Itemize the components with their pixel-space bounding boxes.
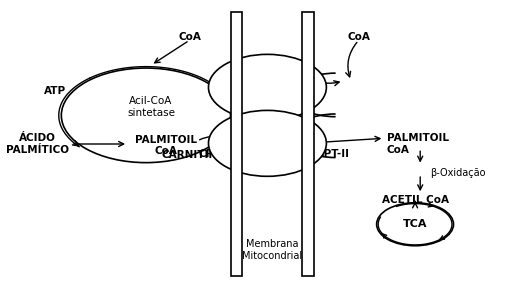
Text: Membrana
Mitocondrial: Membrana Mitocondrial	[242, 239, 302, 261]
Text: ÁCIDO
PALMÍTICO: ÁCIDO PALMÍTICO	[6, 133, 69, 155]
Text: CARNITINA: CARNITINA	[161, 150, 225, 160]
Bar	[230, 12, 242, 276]
Text: CPT-II: CPT-II	[316, 149, 349, 159]
Text: CPT-I: CPT-I	[199, 149, 228, 159]
Text: CoA: CoA	[347, 31, 370, 41]
Text: PALMITOIL
CoA: PALMITOIL CoA	[387, 133, 449, 155]
Text: PALMITOIL
CARNITINA: PALMITOIL CARNITINA	[235, 72, 299, 94]
Text: ATP: ATP	[44, 86, 66, 96]
Text: Acil-CoA
sintetase: Acil-CoA sintetase	[127, 96, 175, 118]
Text: TCA: TCA	[403, 219, 427, 229]
Text: CoA: CoA	[178, 31, 201, 41]
Circle shape	[377, 203, 453, 246]
Circle shape	[62, 68, 230, 163]
Circle shape	[208, 54, 327, 120]
Text: β-Oxidação: β-Oxidação	[430, 168, 486, 178]
Text: ACETIL CoA: ACETIL CoA	[381, 195, 449, 205]
Text: Acilcarnitina
Translocase: Acilcarnitina Translocase	[237, 134, 298, 156]
Bar	[302, 12, 313, 276]
Circle shape	[208, 110, 327, 176]
Text: PALMITOIL
CoA: PALMITOIL CoA	[135, 134, 197, 156]
